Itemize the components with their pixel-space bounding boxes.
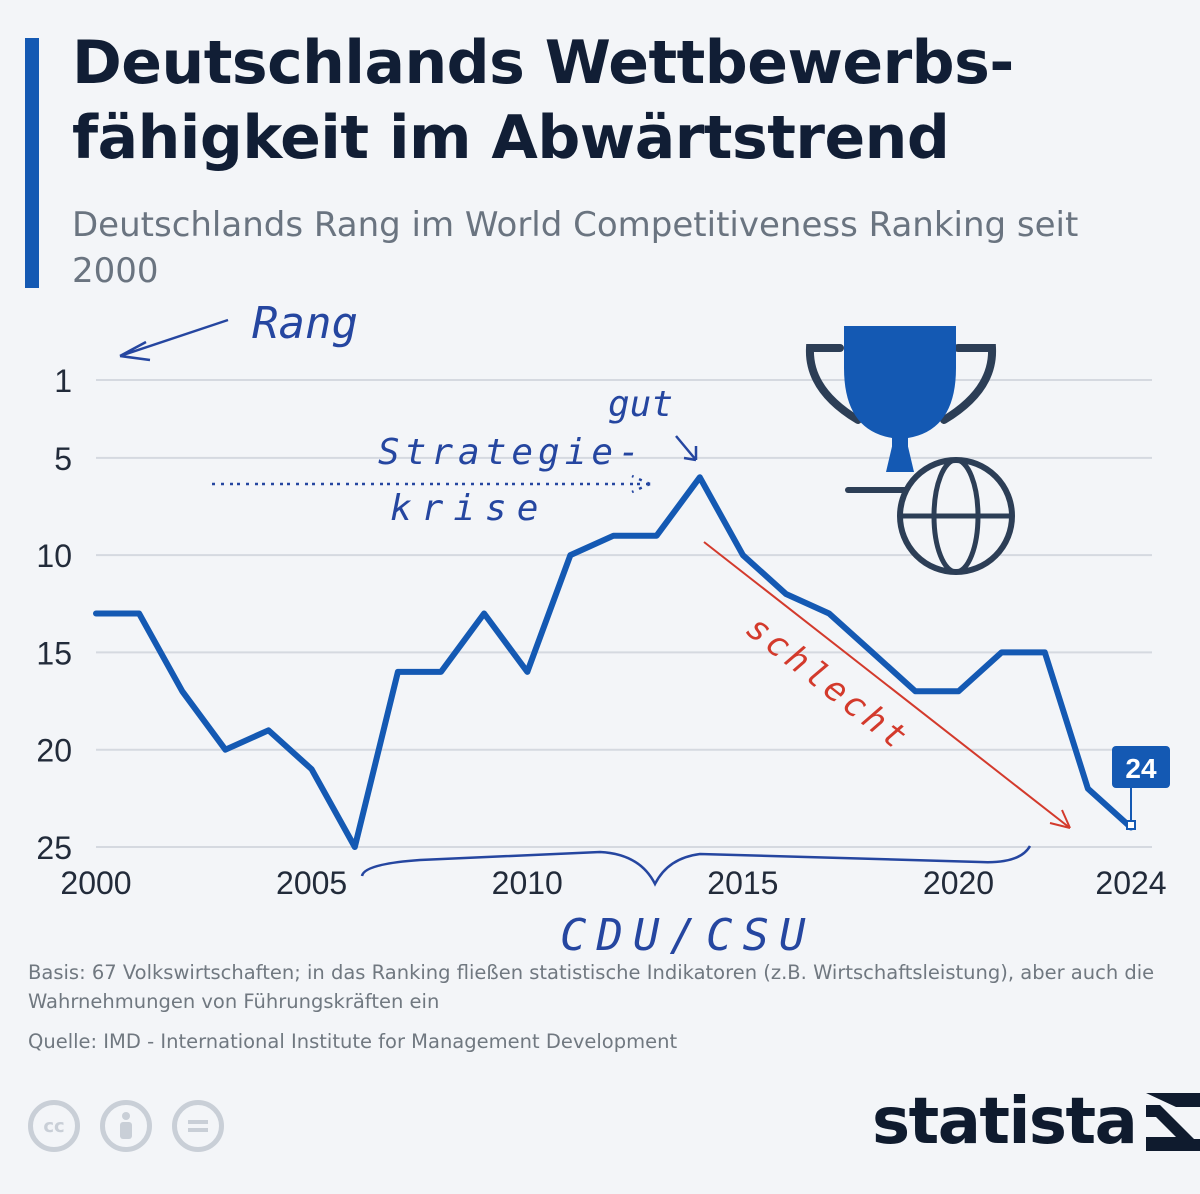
data-point	[828, 613, 830, 614]
data-point	[871, 651, 873, 653]
x-tick-label: 2020	[923, 865, 994, 901]
brace-cdu-csu	[360, 845, 1032, 887]
data-point	[1044, 651, 1046, 653]
data-point	[268, 729, 269, 731]
footnote-source: Quelle: IMD - International Institute fo…	[28, 1030, 678, 1053]
page-subtitle: Deutschlands Rang im World Competitivene…	[72, 205, 1079, 291]
data-point	[613, 535, 614, 537]
last-value-label: 24	[1125, 753, 1157, 784]
data-point	[311, 768, 313, 770]
trophy-globe-icon	[805, 326, 1015, 575]
x-tick-label: 2005	[276, 865, 347, 901]
x-tick-label: 2010	[492, 865, 563, 901]
license-icons: cc	[28, 1100, 224, 1152]
data-point	[1001, 651, 1003, 653]
y-tick-label: 25	[36, 830, 72, 866]
data-point	[138, 613, 140, 614]
data-point	[483, 613, 485, 614]
annotation-schlecht: schlecht	[738, 608, 917, 760]
page-title: Deutschlands Wettbewerbs-fähigkeit im Ab…	[72, 28, 1014, 173]
data-point	[224, 749, 226, 751]
y-tick-label: 1	[54, 363, 72, 399]
by-icon	[100, 1100, 152, 1152]
data-point	[354, 846, 356, 848]
arrow-gut	[675, 435, 698, 462]
data-point	[397, 671, 399, 673]
footnote-basis: Basis: 67 Volkswirtschaften; in das Rank…	[28, 961, 1155, 1013]
data-point	[742, 554, 744, 556]
x-tick-label: 2000	[60, 865, 131, 901]
brand-name: statista	[872, 1085, 1138, 1159]
data-point	[656, 535, 658, 537]
data-point	[526, 671, 528, 673]
data-points	[95, 476, 1132, 848]
arrow-rang	[119, 318, 229, 362]
statista-logo[interactable]: statista	[872, 1085, 1200, 1159]
y-tick-label: 5	[54, 441, 72, 477]
x-axis-ticks: 2000 2005 2010 2015 2020 2024	[60, 865, 1166, 901]
y-tick-label: 10	[36, 538, 72, 574]
x-tick-label: 2024	[1095, 865, 1166, 901]
data-point	[958, 690, 959, 692]
annotation-rang: Rang	[252, 298, 358, 349]
data-point	[95, 613, 97, 614]
data-point	[785, 593, 787, 595]
data-point	[440, 671, 442, 673]
annotation-krise: krise	[390, 488, 548, 529]
cc-icon: cc	[28, 1100, 80, 1152]
data-point	[181, 690, 183, 692]
title-accent-bar	[25, 38, 39, 288]
x-tick-label: 2015	[707, 865, 778, 901]
annotation-strategie: Strategie-	[378, 432, 645, 473]
data-point	[569, 554, 571, 556]
arrow-schlecht	[703, 541, 1071, 829]
data-point	[1087, 788, 1089, 790]
arrow-strategie	[212, 474, 651, 494]
data-point	[914, 690, 916, 692]
last-value-callout: 24	[1112, 746, 1170, 830]
y-tick-label: 20	[36, 733, 72, 769]
annotation-cdu-csu: CDU/CSU	[560, 910, 815, 960]
y-tick-label: 15	[36, 635, 72, 671]
data-point	[699, 476, 701, 478]
statista-mark-icon	[1146, 1093, 1200, 1151]
annotation-gut: gut	[608, 384, 673, 425]
nd-icon	[172, 1100, 224, 1152]
